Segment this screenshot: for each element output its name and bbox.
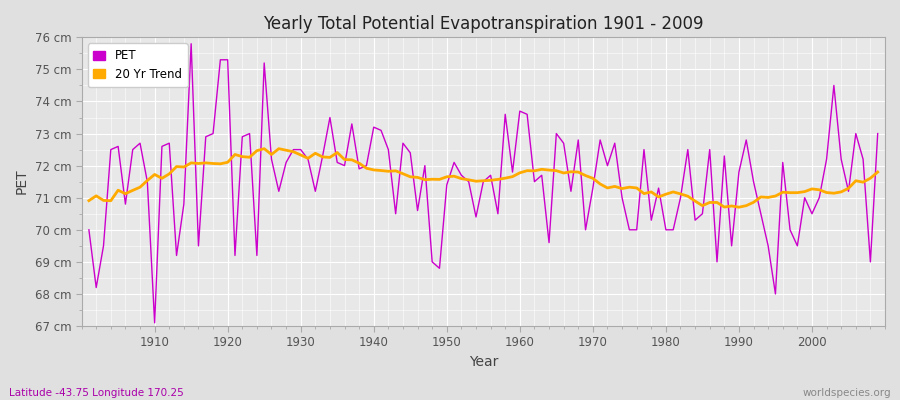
Line: PET: PET xyxy=(89,44,878,323)
20 Yr Trend xyxy=(734,205,744,210)
PET xyxy=(142,179,153,184)
Text: worldspecies.org: worldspecies.org xyxy=(803,388,891,398)
PET xyxy=(872,131,883,136)
20 Yr Trend xyxy=(522,168,533,173)
PET xyxy=(522,112,533,117)
Y-axis label: PET: PET xyxy=(15,169,29,194)
PET xyxy=(616,195,627,200)
Title: Yearly Total Potential Evapotranspiration 1901 - 2009: Yearly Total Potential Evapotranspiratio… xyxy=(263,15,704,33)
PET xyxy=(529,179,540,184)
PET xyxy=(84,227,94,232)
PET xyxy=(317,154,328,158)
PET xyxy=(149,320,160,325)
PET xyxy=(361,163,372,168)
Legend: PET, 20 Yr Trend: PET, 20 Yr Trend xyxy=(87,43,187,87)
20 Yr Trend xyxy=(872,170,883,174)
X-axis label: Year: Year xyxy=(469,355,498,369)
Text: Latitude -43.75 Longitude 170.25: Latitude -43.75 Longitude 170.25 xyxy=(9,388,184,398)
20 Yr Trend xyxy=(515,170,526,175)
20 Yr Trend xyxy=(609,184,620,189)
PET xyxy=(185,41,196,46)
20 Yr Trend xyxy=(354,161,364,166)
20 Yr Trend xyxy=(142,178,153,183)
20 Yr Trend xyxy=(84,198,94,203)
Line: 20 Yr Trend: 20 Yr Trend xyxy=(89,149,878,207)
20 Yr Trend xyxy=(259,146,270,151)
20 Yr Trend xyxy=(310,151,320,156)
